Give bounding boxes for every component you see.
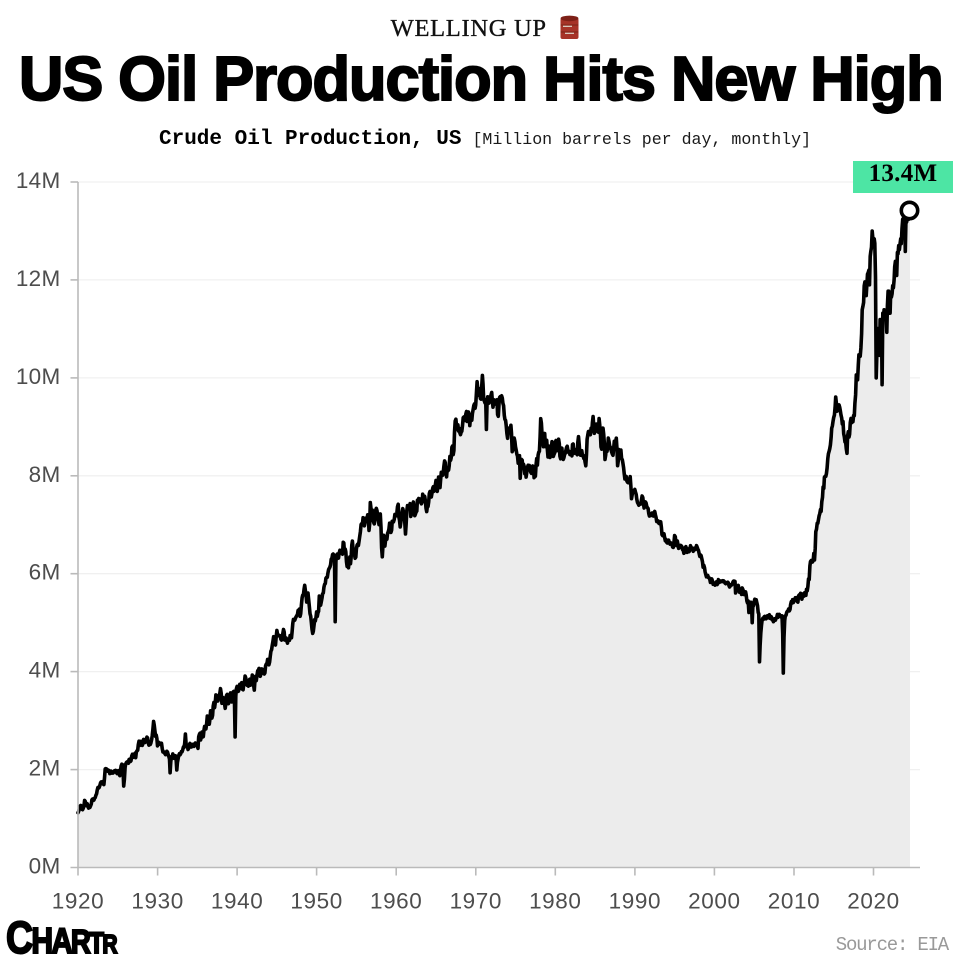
svg-text:1920: 1920 bbox=[52, 889, 104, 914]
svg-text:4M: 4M bbox=[29, 658, 61, 683]
svg-text:1970: 1970 bbox=[450, 889, 502, 914]
svg-text:12M: 12M bbox=[16, 266, 61, 291]
svg-text:1950: 1950 bbox=[290, 889, 342, 914]
svg-text:0M: 0M bbox=[29, 854, 61, 879]
svg-text:6M: 6M bbox=[29, 560, 61, 585]
svg-text:8M: 8M bbox=[29, 462, 61, 487]
svg-text:1960: 1960 bbox=[370, 889, 422, 914]
svg-text:1980: 1980 bbox=[529, 889, 581, 914]
svg-text:10M: 10M bbox=[16, 364, 61, 389]
svg-text:2020: 2020 bbox=[847, 889, 899, 914]
svg-text:14M: 14M bbox=[16, 168, 61, 193]
svg-text:2M: 2M bbox=[29, 756, 61, 781]
svg-text:1990: 1990 bbox=[609, 889, 661, 914]
svg-text:1930: 1930 bbox=[131, 889, 183, 914]
svg-text:2000: 2000 bbox=[688, 889, 740, 914]
svg-text:2010: 2010 bbox=[768, 889, 820, 914]
svg-text:1940: 1940 bbox=[211, 889, 263, 914]
